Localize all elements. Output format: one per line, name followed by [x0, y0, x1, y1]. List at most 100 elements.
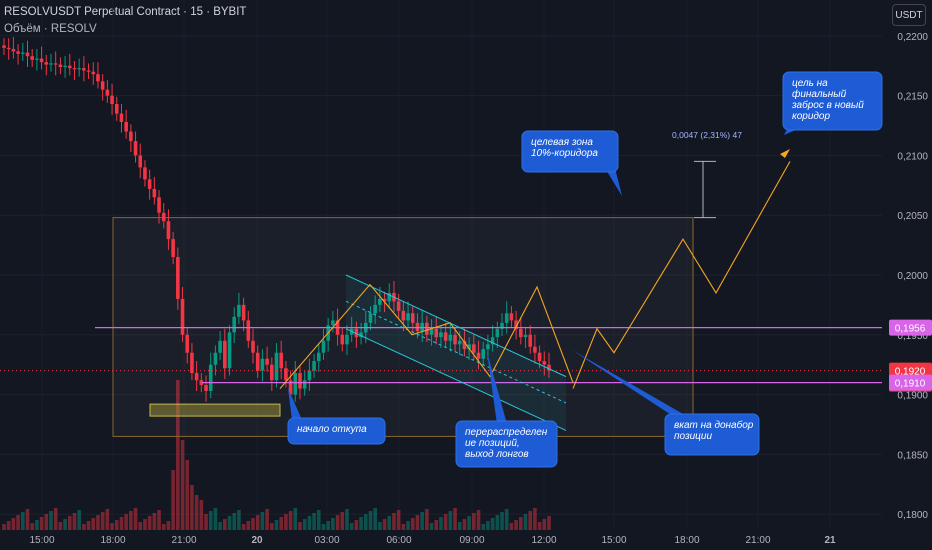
candle	[157, 197, 161, 213]
volume-bar	[481, 524, 486, 530]
candle	[429, 328, 434, 335]
candle	[448, 334, 453, 341]
candle	[39, 58, 44, 63]
volume-bar	[472, 513, 476, 530]
callouts: цель на финальный заброс в новый коридорцел…	[287, 71, 883, 468]
callout-tail	[605, 168, 622, 196]
volume-bar	[161, 524, 166, 530]
volume-bar	[260, 512, 265, 530]
volume-bar	[67, 516, 72, 530]
volume-bar	[359, 517, 363, 530]
candle	[274, 352, 279, 381]
candle	[293, 373, 298, 395]
candle	[434, 328, 439, 338]
volume-bar	[425, 509, 429, 530]
x-tick-label: 03:00	[314, 535, 339, 546]
candle	[373, 304, 377, 314]
candle	[72, 68, 77, 70]
volume-bar	[194, 495, 199, 530]
volume-bar	[105, 509, 110, 530]
volume-bar	[119, 517, 124, 530]
candle	[378, 298, 382, 305]
volume-bar	[331, 518, 335, 530]
candle	[218, 340, 222, 353]
candle	[82, 68, 86, 71]
candle	[49, 63, 53, 65]
channel-mid	[345, 300, 567, 404]
volume-bar	[274, 520, 279, 530]
volume-bar	[523, 514, 528, 530]
current-price-label: 0,1920	[895, 367, 926, 378]
candle	[288, 380, 293, 395]
candle	[453, 334, 457, 345]
volume-bar	[114, 520, 119, 530]
volume-bar	[335, 515, 340, 530]
volume-bar	[270, 523, 274, 530]
candles	[2, 37, 551, 406]
level-badge: 0,1910	[895, 379, 926, 390]
candle	[345, 334, 349, 345]
candle	[387, 292, 392, 302]
volume-bar	[401, 524, 406, 530]
volume-bar	[16, 515, 20, 530]
volume-bar	[2, 524, 6, 530]
candle	[105, 89, 110, 96]
candle	[307, 370, 312, 381]
volume-bar	[462, 519, 467, 530]
candle	[500, 322, 504, 329]
candle	[67, 65, 72, 69]
volume-bar	[439, 517, 443, 530]
volume-bar	[246, 521, 251, 530]
volume-bar	[495, 515, 500, 530]
candle	[91, 71, 96, 75]
volume-bar	[533, 508, 537, 530]
volume-bar	[218, 522, 222, 530]
callout-line: 10%-коридора	[531, 148, 598, 159]
candle	[208, 364, 213, 391]
volume-bar	[166, 521, 171, 530]
volume-bar	[6, 521, 11, 530]
volume-bar	[490, 518, 495, 530]
candle	[176, 257, 180, 299]
volume-bar	[35, 520, 39, 530]
chart-title: RESOLVUSDT Perpetual Contract · 15 · BYB…	[4, 6, 247, 18]
volume-bar	[39, 517, 44, 530]
candle	[302, 380, 307, 389]
level-badge: 0,1956	[895, 324, 926, 335]
callout-line: ие позиций,	[465, 438, 520, 449]
measure-label: 0,0047 (2,31%) 47	[672, 130, 742, 140]
drawings: 0,0047 (2,31%) 47	[0, 130, 882, 431]
volume-bar	[44, 514, 49, 530]
candle	[279, 352, 283, 369]
candle	[138, 155, 143, 168]
candle	[316, 352, 321, 362]
volume-bar	[11, 518, 16, 530]
volume-bar	[340, 512, 345, 530]
candle	[528, 334, 533, 347]
y-tick-label: 0,2000	[897, 271, 928, 282]
candle	[340, 334, 345, 345]
x-tick-label: 18:00	[674, 535, 699, 546]
x-tick-label: 09:00	[459, 535, 484, 546]
candle	[396, 301, 401, 311]
volume-bar	[443, 514, 448, 530]
y-tick-label: 0,2150	[897, 92, 928, 103]
volume-bar	[457, 522, 462, 530]
candle	[312, 361, 316, 371]
volume-bar	[284, 514, 288, 530]
callout-box	[521, 130, 619, 173]
candle	[457, 340, 462, 345]
unit-button[interactable]: USDT	[892, 4, 926, 26]
candle	[110, 95, 114, 105]
volume-bar	[133, 508, 138, 530]
y-tick-label: 0,1900	[897, 391, 928, 402]
callout-text: цель на финальный заброс в новый коридор	[791, 78, 864, 122]
volume-bar	[537, 522, 542, 530]
candle	[2, 45, 6, 48]
candle	[199, 380, 204, 385]
candle	[255, 352, 260, 371]
candle	[331, 320, 335, 326]
callout-line: выход лонгов	[465, 449, 529, 460]
volume-bar	[241, 524, 246, 530]
